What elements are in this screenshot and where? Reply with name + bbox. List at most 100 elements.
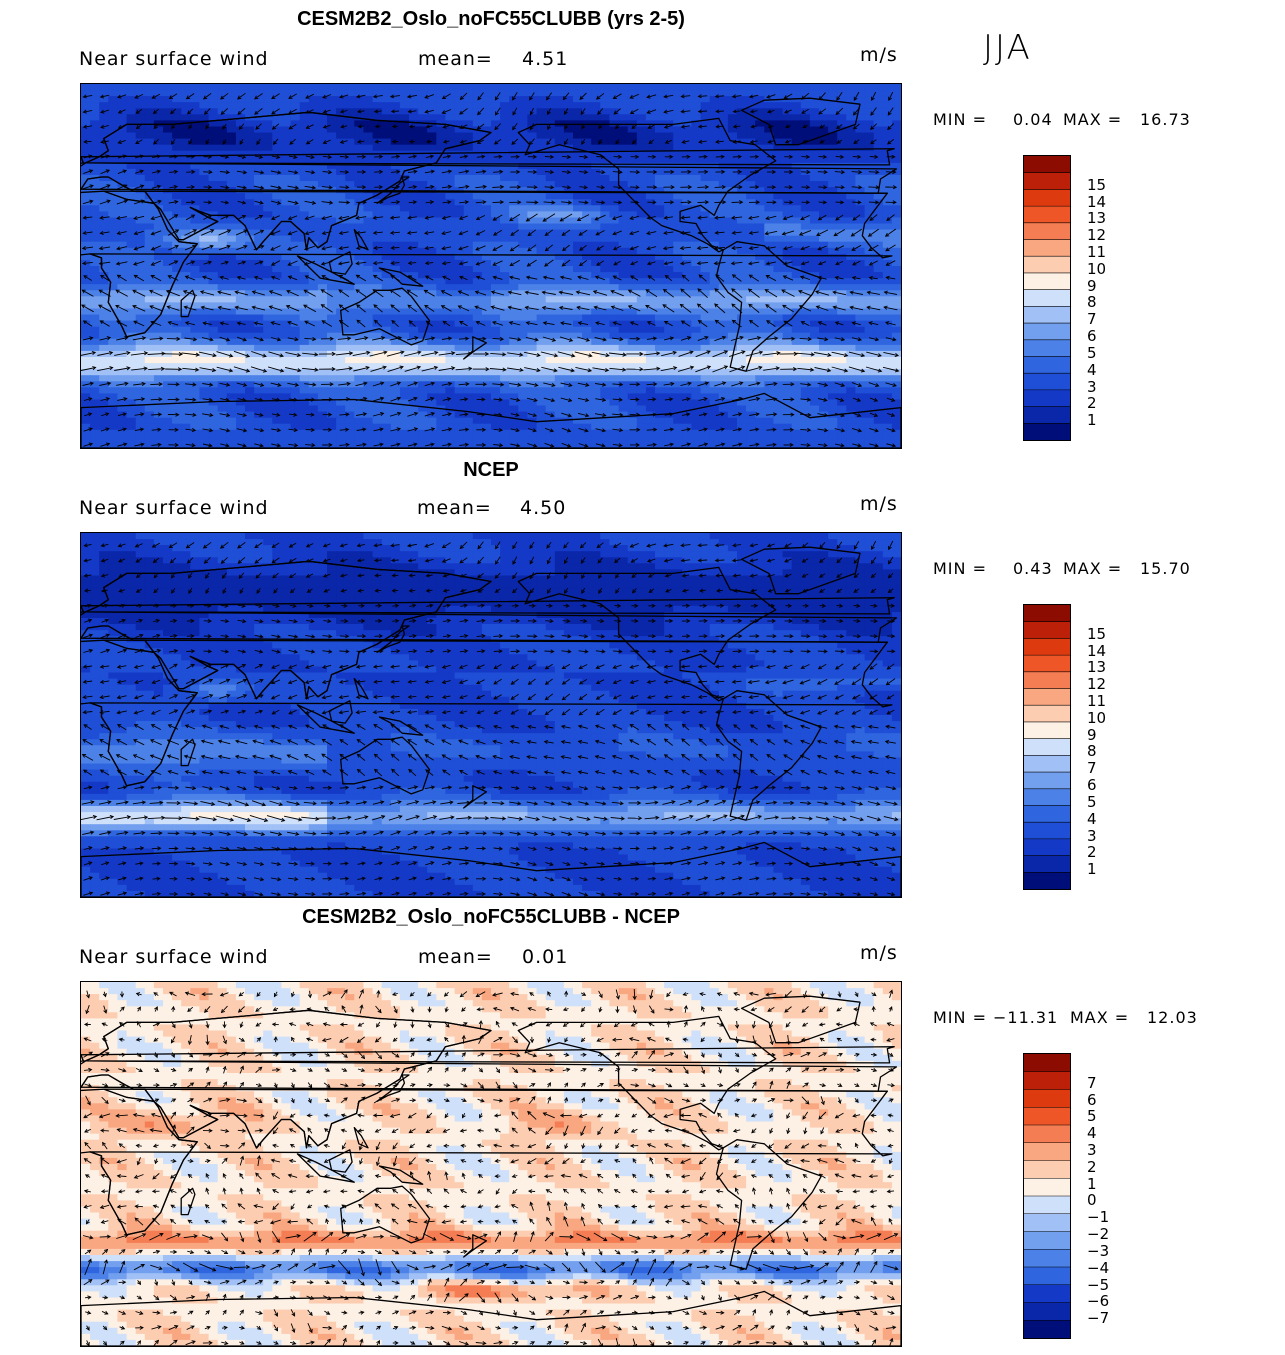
field-cell xyxy=(108,266,118,273)
field-cell xyxy=(99,193,109,200)
field-cell xyxy=(181,314,191,322)
field-cell xyxy=(445,126,456,134)
field-cell xyxy=(855,144,866,152)
field-cell xyxy=(864,381,875,388)
field-cell xyxy=(709,247,720,255)
field-cell xyxy=(299,405,310,413)
field-cell xyxy=(891,156,901,164)
field-cell xyxy=(873,162,884,170)
field-cell xyxy=(399,302,410,310)
field-cell xyxy=(673,272,683,279)
field-cell xyxy=(235,308,246,316)
field-cell xyxy=(664,132,674,140)
field-cell xyxy=(472,278,483,285)
field-cell xyxy=(336,120,346,128)
field-cell xyxy=(645,223,656,231)
field-cell xyxy=(217,272,228,279)
field-cell xyxy=(864,247,875,255)
field-cell xyxy=(746,247,756,255)
field-cell xyxy=(363,108,374,115)
field-cell xyxy=(837,296,847,303)
field-cell xyxy=(427,235,437,243)
field-cell xyxy=(782,211,793,219)
field-cell xyxy=(873,259,884,267)
field-cell xyxy=(208,381,219,388)
field-cell xyxy=(755,96,765,103)
field-cell xyxy=(299,350,310,358)
field-cell xyxy=(755,320,765,328)
field-cell xyxy=(418,417,428,425)
field-cell xyxy=(664,344,674,352)
field-cell xyxy=(163,223,173,231)
field-cell xyxy=(518,411,528,419)
field-cell xyxy=(454,320,465,328)
field-cell xyxy=(336,90,346,97)
field-cell xyxy=(108,290,118,297)
field-cell xyxy=(281,278,292,285)
field-cell xyxy=(363,84,374,91)
field-cell xyxy=(172,266,182,273)
field-cell xyxy=(481,156,492,164)
field-cell xyxy=(700,90,711,97)
field-cell xyxy=(809,253,820,261)
field-cell xyxy=(226,338,237,346)
field-cell xyxy=(418,405,428,413)
field-cell xyxy=(563,229,574,237)
field-cell xyxy=(819,399,829,407)
field-cell xyxy=(673,369,683,376)
field-cell xyxy=(272,369,282,376)
field-cell xyxy=(636,162,647,170)
field-cell xyxy=(746,175,756,182)
field-cell xyxy=(746,156,756,164)
field-cell xyxy=(327,120,337,128)
field-cell xyxy=(600,150,610,158)
field-cell xyxy=(636,308,647,316)
field-cell xyxy=(627,205,638,212)
field-cell xyxy=(199,126,210,134)
field-cell xyxy=(254,144,264,152)
field-cell xyxy=(618,375,629,382)
field-cell xyxy=(390,302,401,310)
field-cell xyxy=(809,405,820,413)
field-cell xyxy=(891,247,901,255)
field-cell xyxy=(354,393,364,401)
field-cell xyxy=(828,393,838,401)
field-cell xyxy=(536,363,547,370)
field-cell xyxy=(436,326,446,334)
field-cell xyxy=(591,175,601,182)
field-cell xyxy=(709,132,720,140)
field-cell xyxy=(372,241,383,249)
field-cell xyxy=(655,278,665,285)
field-cell xyxy=(773,290,784,297)
field-cell xyxy=(846,411,856,419)
field-cell xyxy=(299,175,310,182)
field-cell xyxy=(99,302,109,310)
field-cell xyxy=(354,235,364,243)
field-cell xyxy=(381,302,392,310)
field-cell xyxy=(409,181,419,188)
field-cell xyxy=(682,229,692,237)
field-cell xyxy=(773,259,784,267)
field-cell xyxy=(563,278,574,285)
field-cell xyxy=(645,247,656,255)
field-cell xyxy=(299,223,310,231)
field-cell xyxy=(235,156,246,164)
field-cell xyxy=(144,332,155,340)
field-cell xyxy=(263,387,273,394)
field-cell xyxy=(491,132,501,140)
field-cell xyxy=(199,241,210,249)
field-cell xyxy=(618,290,629,297)
field-cell xyxy=(153,235,164,243)
field-cell xyxy=(500,393,510,401)
field-cell xyxy=(336,175,346,182)
field-cell xyxy=(99,266,109,273)
field-cell xyxy=(791,290,802,297)
field-cell xyxy=(682,266,692,273)
field-cell xyxy=(509,399,519,407)
field-cell xyxy=(263,314,273,322)
field-cell xyxy=(618,344,629,352)
field-cell xyxy=(317,417,328,425)
field-cell xyxy=(81,266,91,273)
field-cell xyxy=(399,168,410,176)
field-cell xyxy=(381,363,392,370)
